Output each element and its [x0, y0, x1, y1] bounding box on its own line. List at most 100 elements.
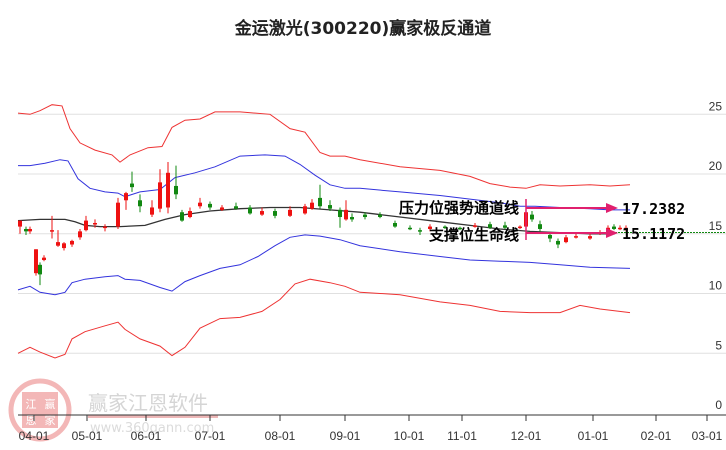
- candle: [408, 225, 412, 231]
- arrow-head-icon: [606, 203, 618, 213]
- support-value: 15.1172: [622, 225, 685, 243]
- candle: [42, 255, 46, 262]
- candle: [234, 202, 238, 210]
- candle: [303, 203, 307, 215]
- candle: [78, 228, 82, 240]
- candle: [150, 200, 154, 218]
- candle: [310, 199, 314, 210]
- candle: [124, 191, 128, 210]
- candle: [338, 207, 342, 228]
- channel-bands: [17, 104, 631, 359]
- x-tick-label: 11-01: [447, 429, 477, 443]
- x-axis-ticks: 04-01 05-01 06-01 07-01 08-01 09-01 10-01 11-01…: [19, 415, 723, 443]
- candle: [488, 221, 492, 229]
- candle: [418, 227, 422, 235]
- watermark-brand: 赢家江恩软件: [88, 391, 208, 415]
- candle: [458, 226, 462, 231]
- x-tick-label: 09-01: [330, 429, 361, 443]
- y-tick-label: 5: [715, 338, 722, 352]
- candle: [273, 208, 277, 219]
- candle: [260, 207, 264, 216]
- middle-line: [17, 206, 615, 235]
- candle: [180, 209, 184, 222]
- candle: [548, 232, 552, 243]
- candle: [188, 207, 192, 219]
- seal-char: 赢: [45, 397, 56, 411]
- candle: [624, 225, 628, 232]
- candle: [166, 162, 170, 214]
- candle: [363, 212, 367, 220]
- candle: [328, 200, 332, 212]
- candle: [344, 200, 348, 221]
- candle: [530, 211, 534, 222]
- candle: [38, 262, 42, 286]
- candle: [62, 242, 66, 251]
- annotations: 压力位强势通道线 支撑位生命线 17.2382 15.1172: [399, 199, 685, 244]
- x-tick-label: 07-01: [195, 429, 226, 443]
- candle: [174, 165, 178, 200]
- candle: [564, 234, 568, 244]
- x-tick-label: 05-01: [72, 429, 103, 443]
- x-tick-label: 01-01: [578, 429, 609, 443]
- candle: [428, 224, 432, 232]
- candle: [50, 215, 54, 239]
- arrow-head-icon: [606, 228, 618, 238]
- candle: [24, 226, 28, 235]
- y-tick-label: 20: [709, 159, 723, 173]
- chart-title: 金运激光(300220)赢家极反通道: [234, 19, 492, 39]
- resistance-label: 压力位强势通道线: [399, 199, 519, 217]
- candle: [612, 224, 616, 231]
- seal-char: 家: [45, 413, 56, 427]
- candle: [556, 238, 560, 249]
- candle: [220, 205, 224, 212]
- candle: [538, 220, 542, 232]
- candle: [503, 221, 507, 229]
- x-tick-label: 03-01: [692, 429, 723, 443]
- candle: [116, 197, 120, 229]
- candle: [318, 184, 322, 209]
- candle: [588, 233, 592, 240]
- watermark-url: www.360gann.com: [90, 421, 214, 436]
- candle: [93, 219, 97, 228]
- candle: [393, 220, 397, 228]
- seal-char: 江: [26, 398, 37, 411]
- inner_lower-line: [17, 234, 631, 296]
- candle: [158, 169, 162, 213]
- candle: [28, 226, 32, 234]
- x-tick-label: 04-01: [19, 429, 50, 443]
- candle: [208, 201, 212, 210]
- candle: [130, 171, 134, 192]
- y-axis-labels: 0 5 10 15 20 25: [709, 99, 723, 412]
- x-tick-label: 12-01: [511, 429, 542, 443]
- y-tick-label: 10: [709, 279, 723, 293]
- candle: [138, 194, 142, 213]
- seal-char: 恩: [26, 414, 37, 427]
- watermark: 江 赢 恩 家 赢家江恩软件 www.360gann.com: [8, 378, 218, 442]
- x-tick-label: 02-01: [641, 429, 672, 443]
- candle: [473, 222, 477, 228]
- candle: [518, 225, 522, 229]
- candle: [198, 197, 202, 209]
- y-tick-label: 15: [709, 219, 723, 233]
- candle: [443, 225, 447, 229]
- candle: [34, 249, 38, 276]
- x-tick-label: 08-01: [265, 429, 296, 443]
- outer_lower-line: [17, 278, 631, 359]
- resistance-value: 17.2382: [622, 200, 685, 218]
- y-tick-label: 0: [715, 398, 722, 412]
- candle: [18, 220, 22, 234]
- x-tick-label: 10-01: [394, 429, 425, 443]
- inner_upper-line: [18, 154, 630, 211]
- candle: [56, 230, 60, 247]
- candle: [248, 205, 252, 215]
- candle: [350, 213, 354, 222]
- outer_upper-line: [17, 104, 631, 189]
- support-label: 支撑位生命线: [428, 226, 519, 244]
- watermark-seal-icon: [8, 378, 72, 442]
- candle: [84, 215, 88, 232]
- x-tick-label: 06-01: [131, 429, 162, 443]
- candle: [378, 212, 382, 219]
- y-tick-label: 25: [709, 99, 723, 113]
- grid-lines: [18, 113, 726, 354]
